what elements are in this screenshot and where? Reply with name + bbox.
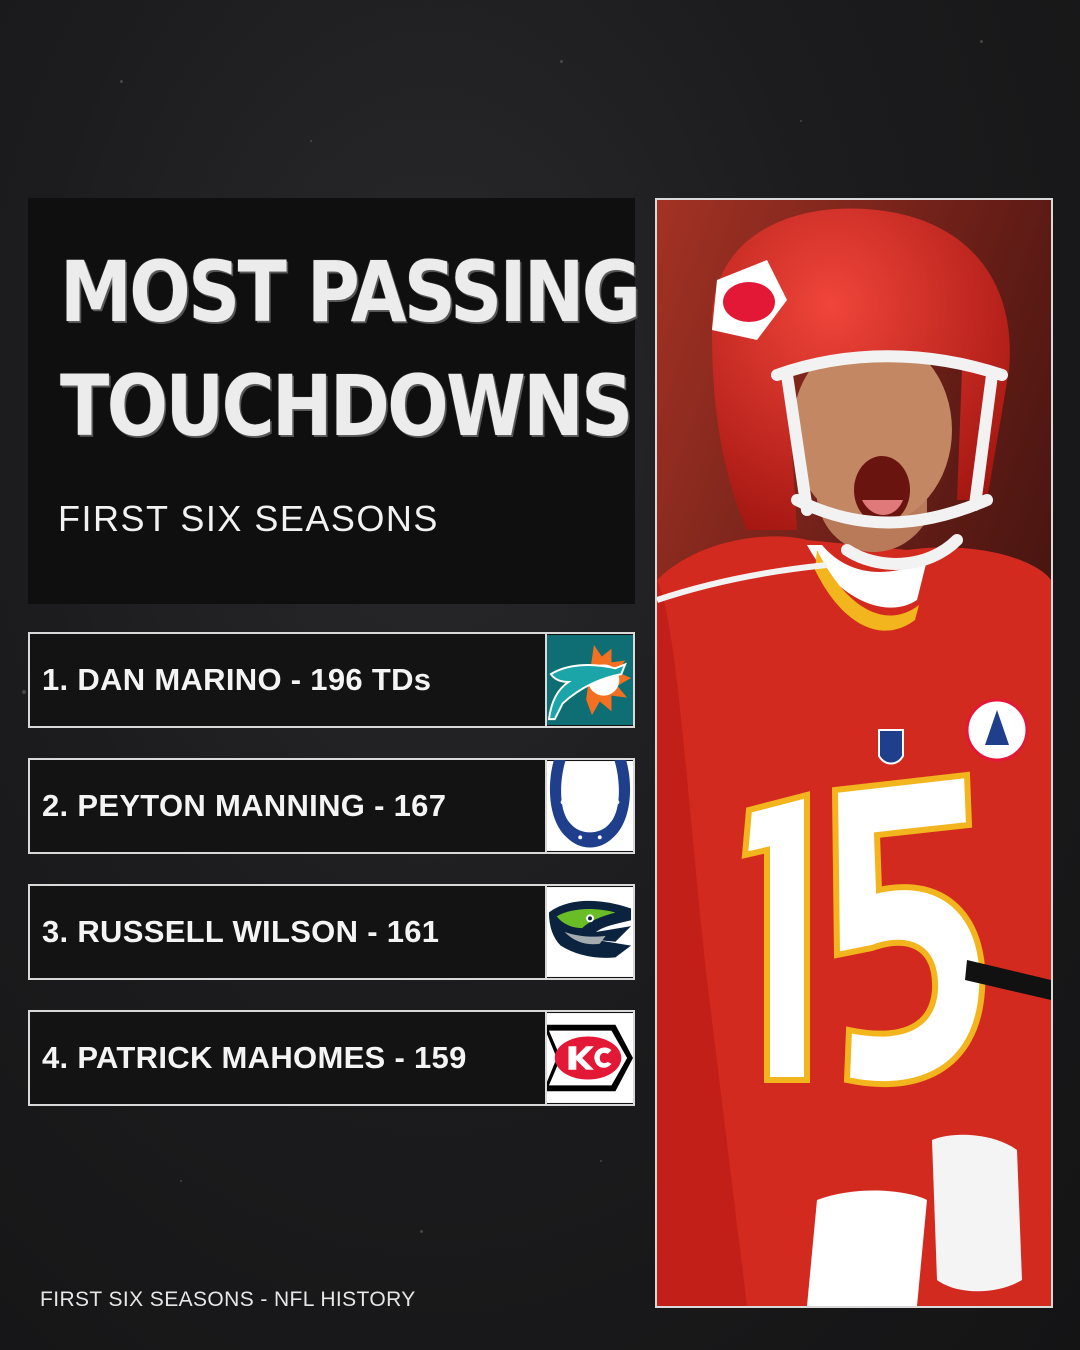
colts-horseshoe-logo-icon — [545, 760, 633, 852]
chiefs-arrowhead-logo-icon — [545, 1012, 633, 1104]
ranking-text: 2. PEYTON MANNING - 167 — [42, 788, 447, 823]
ranking-row-3: 3. RUSSELL WILSON - 161 — [28, 884, 635, 980]
subtitle: FIRST SIX SEASONS — [58, 498, 439, 539]
seahawks-logo-icon — [545, 886, 633, 978]
player-photo — [655, 198, 1053, 1308]
ranking-row-4: 4. PATRICK MAHOMES - 159 — [28, 1010, 635, 1106]
ranking-row-1: 1. DAN MARINO - 196 TDs — [28, 632, 635, 728]
player-illustration-icon — [657, 200, 1051, 1306]
ranking-text: 3. RUSSELL WILSON - 161 — [42, 914, 440, 949]
ranking-text: 1. DAN MARINO - 196 TDs — [42, 662, 432, 697]
ranking-row-2: 2. PEYTON MANNING - 167 — [28, 758, 635, 854]
dolphins-logo-icon — [545, 634, 633, 726]
ranking-text: 4. PATRICK MAHOMES - 159 — [42, 1040, 467, 1075]
title-panel: MOST PASSING TOUCHDOWNS FIRST SIX SEASON… — [28, 198, 641, 604]
footer-note: FIRST SIX SEASONS - NFL HISTORY — [40, 1288, 416, 1311]
headline-line-2: TOUCHDOWNS — [60, 357, 633, 455]
headline-line-1: MOST PASSING — [60, 243, 641, 341]
